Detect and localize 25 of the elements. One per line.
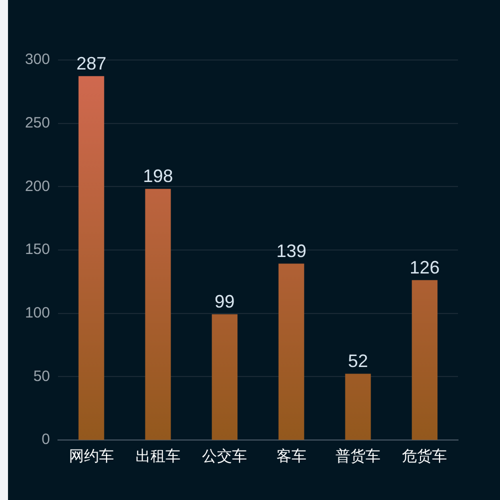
- data-label: 126: [410, 257, 440, 278]
- bar: [78, 76, 104, 440]
- data-label: 287: [76, 53, 106, 74]
- data-label: 99: [214, 292, 235, 312]
- x-tick-label: 出租车: [136, 448, 180, 466]
- data-label: 52: [348, 351, 368, 372]
- data-label: 139: [276, 240, 306, 261]
- y-tick-label: 250: [24, 114, 50, 132]
- bar: [145, 188, 171, 440]
- x-tick-label: 公交车: [202, 448, 248, 466]
- y-tick-label: 50: [33, 368, 50, 385]
- x-tick-label: 普货车: [336, 448, 380, 466]
- bar: [412, 280, 438, 440]
- y-tick-label: 200: [24, 178, 50, 195]
- y-tick-label: 0: [42, 431, 50, 448]
- x-tick-label: 客车: [276, 448, 306, 466]
- y-tick-label: 150: [24, 241, 50, 258]
- bar: [345, 374, 371, 440]
- data-label: 198: [142, 166, 174, 186]
- bar: [278, 264, 304, 440]
- x-tick-label: 网约车: [68, 448, 114, 466]
- x-tick-label: 危货车: [402, 448, 448, 466]
- bar: [212, 314, 238, 440]
- y-tick-label: 300: [24, 51, 50, 68]
- y-tick-label: 100: [24, 304, 50, 322]
